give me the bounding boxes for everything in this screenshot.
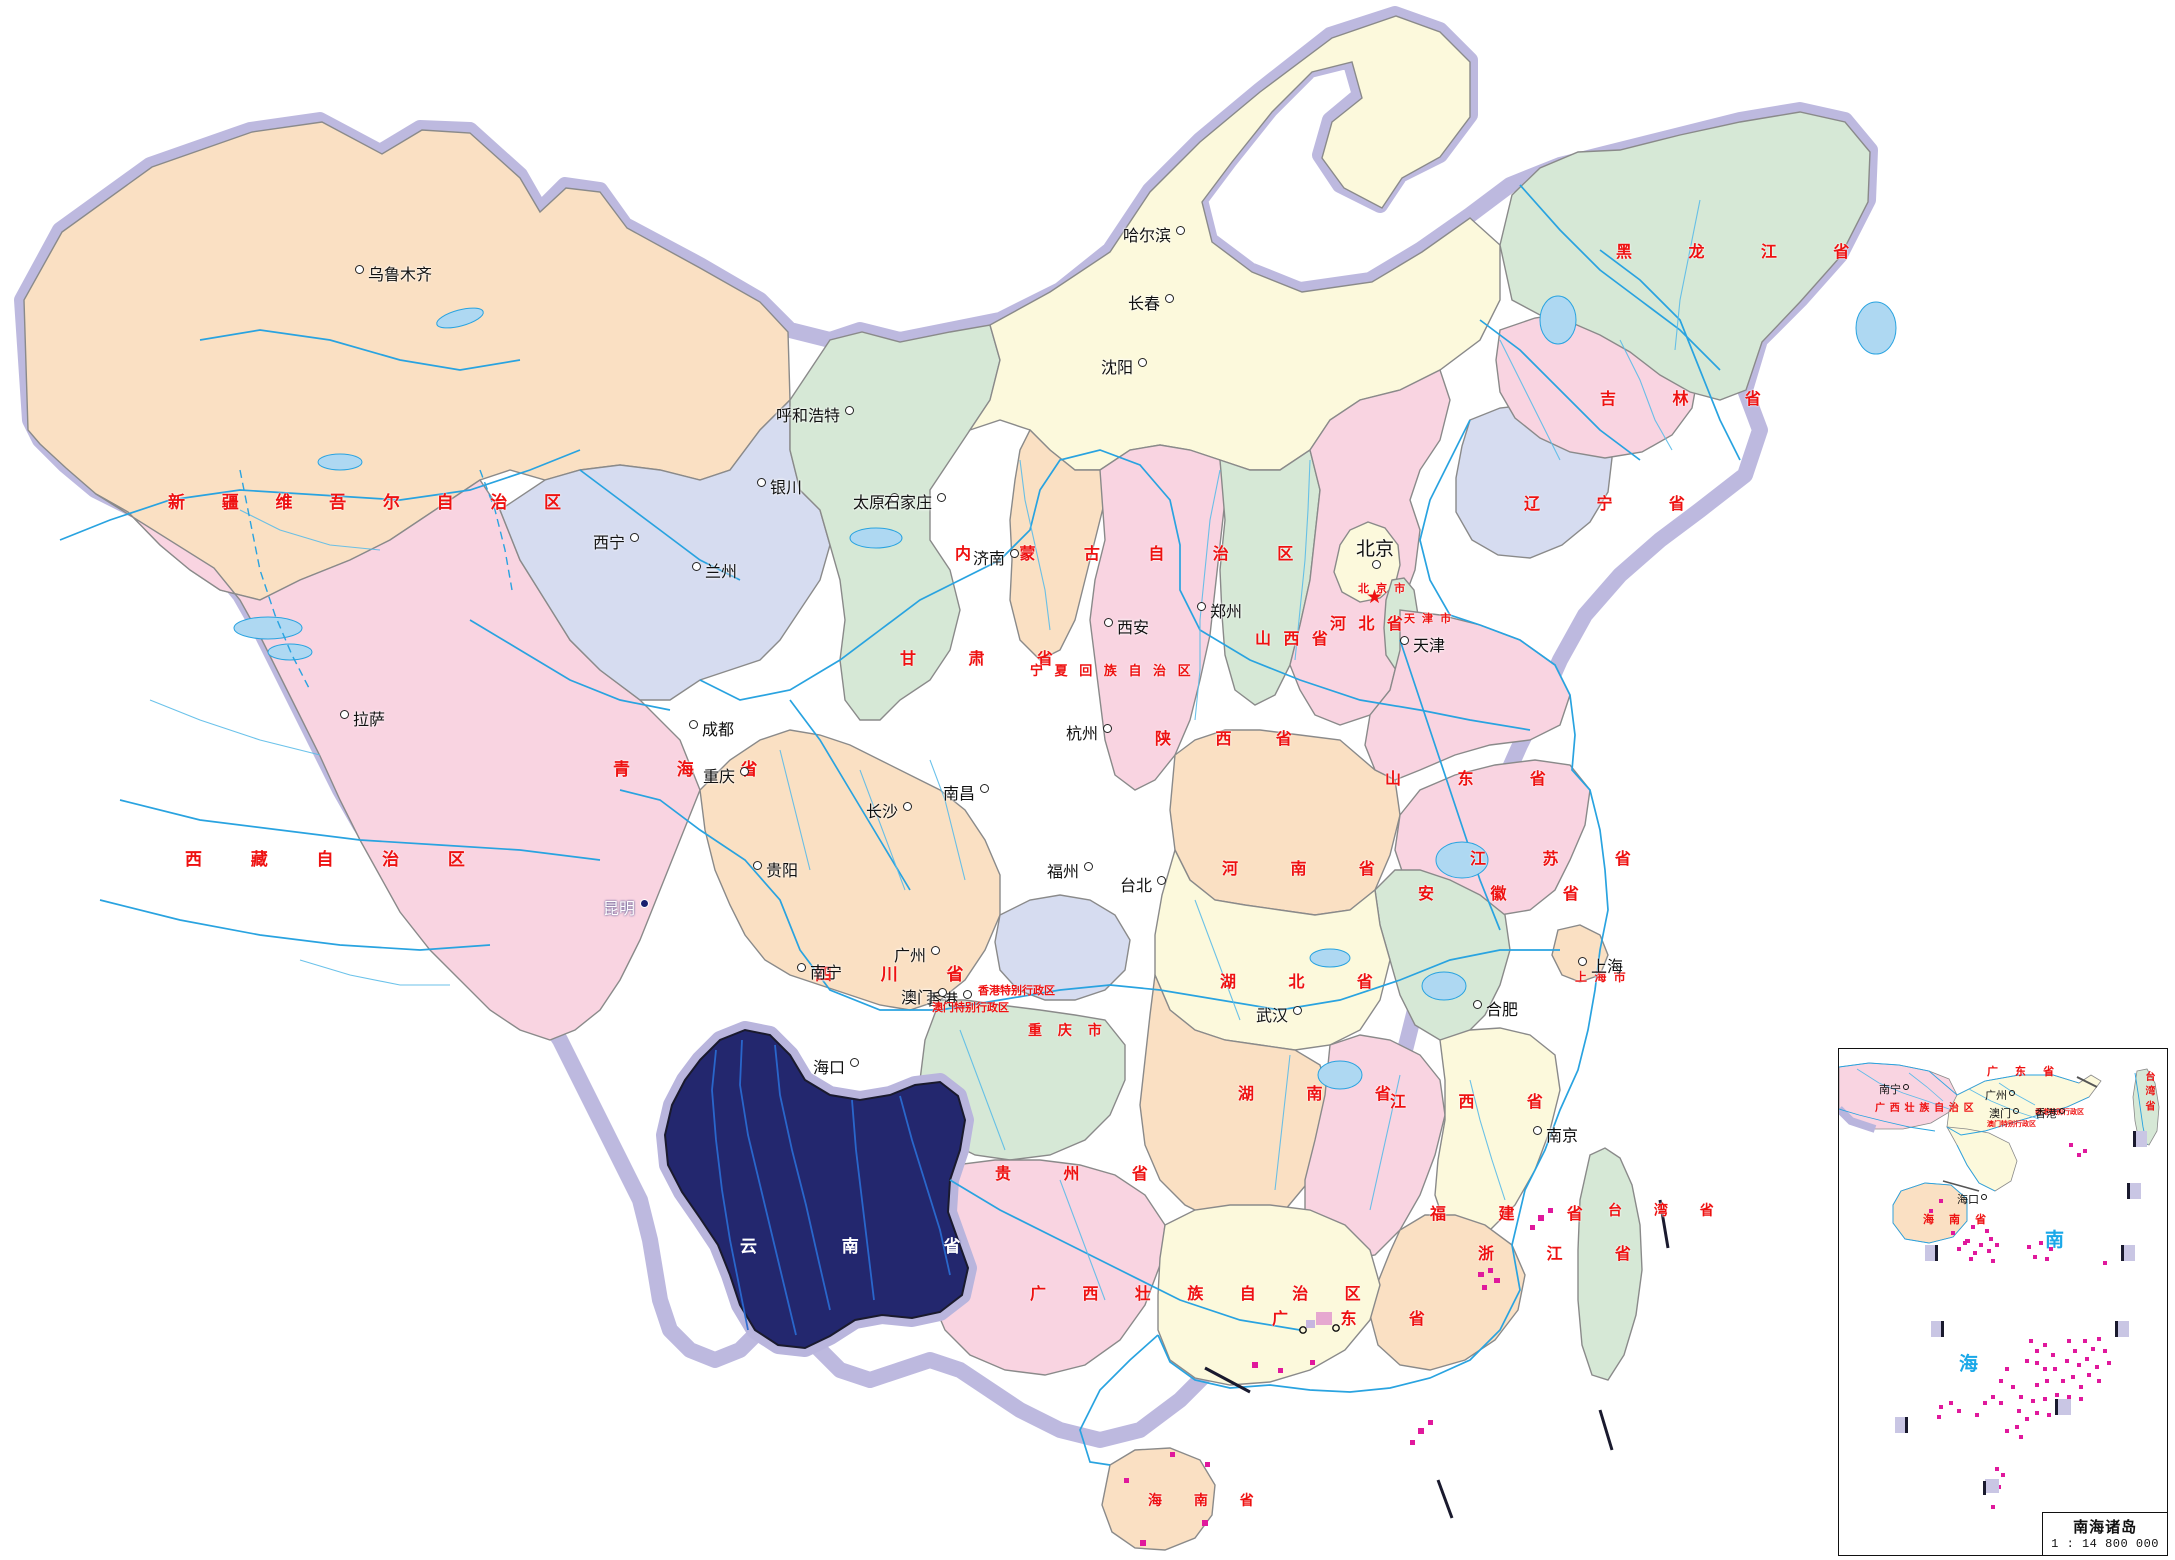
province-fujian [1369,1214,1526,1371]
city-marker-10 [1010,549,1019,558]
city-marker-19 [1084,862,1093,871]
highlight-province-yunnan [656,1021,977,1357]
province-heilongjiang [1499,111,1871,401]
inset-province-label-0: 广 东 省 [1987,1066,2062,1078]
city-marker-18 [980,784,989,793]
inset-city-marker-2 [2013,1108,2019,1114]
city-marker-30 [1157,876,1166,885]
city-marker-28 [963,990,972,999]
south-sea-islets-main [1124,1208,1553,1546]
city-marker-31 [1138,358,1147,367]
city-marker-11 [1197,602,1206,611]
city-marker-2 [630,533,639,542]
province-anhui [1374,869,1511,1041]
sar-label-0: 香港特别行政区 [978,985,1055,997]
inset-city-marker-0 [1903,1084,1909,1090]
internal-boundaries [239,469,513,691]
boundary-ticks [1204,1199,1670,1519]
province-shaanxi [1089,444,1226,791]
city-marker-23 [689,720,698,729]
city-marker-5 [845,406,854,415]
inset-province-label-5: 澳门特别行政区 [1987,1121,2036,1128]
inset-city-label-0: 南宁 [1879,1084,1901,1096]
inset-city-label-3: 香港 [2035,1108,2057,1120]
inset-city-marker-4 [1981,1194,1987,1200]
inset-city-marker-1 [2009,1090,2015,1096]
inset-map-svg [1839,1062,2160,1509]
province-zhejiang [1434,1027,1561,1241]
province-sichuan [699,729,1001,1011]
inset-province-label-3: 海 南 省 [1923,1214,1993,1226]
city-marker-0 [355,265,364,274]
city-marker-4 [757,478,766,487]
city-marker-26 [850,1058,859,1067]
city-marker-20 [903,802,912,811]
city-marker-24 [740,767,749,776]
city-marker-25 [797,963,806,972]
city-marker-7 [937,493,946,502]
province-ningxia [1009,428,1106,661]
province-tibet [95,479,701,1041]
capital-star-icon: ★ [1366,587,1384,608]
province-hainan [1101,1447,1216,1551]
city-marker-1 [340,710,349,719]
city-marker-9 [1400,636,1409,645]
inset-city-label-1: 广州 [1985,1090,2007,1102]
city-marker-21 [753,861,762,870]
city-marker-27 [931,946,940,955]
province-henan [1169,729,1401,916]
city-marker-22 [640,899,649,908]
sar-markers [1299,1312,1340,1334]
inset-city-label-2: 澳门 [1989,1108,2011,1120]
province-qinghai [499,398,831,701]
province-taiwan [1577,1147,1643,1381]
city-marker-3 [692,562,701,571]
city-marker-17 [1103,724,1112,733]
city-marker-16 [1578,957,1587,966]
city-marker-32 [1165,294,1174,303]
inset-city-label-4: 海口 [1957,1194,1979,1206]
city-marker-13 [1293,1006,1302,1015]
city-marker-12 [1104,618,1113,627]
rivers-layer [59,184,1741,1331]
province-hunan [1139,972,1331,1226]
province-guangdong [1157,1204,1381,1386]
municipality-beijing [1333,521,1401,603]
minor-rivers [149,199,1701,1301]
sar-label-1: 澳门特别行政区 [932,1002,1009,1014]
province-gansu [789,324,1001,721]
city-marker-15 [1533,1126,1542,1135]
inset-title: 南海诸岛 [2073,1520,2138,1536]
inset-scale-text: 1 : 14 800 000 [2051,1537,2159,1551]
inset-scale-box: 南海诸岛 1 : 14 800 000 [2042,1512,2167,1555]
city-marker-14 [1473,1000,1482,1009]
city-marker-33 [1176,226,1185,235]
city-marker-29 [938,988,947,997]
coastline [1079,419,1609,1466]
inset-sea-label-0: 南 [2045,1230,2065,1251]
inset-province-label-2: 台 湾 省 [2143,1071,2154,1112]
city-marker-6 [890,493,899,502]
city-marker-8 [1372,560,1381,569]
province-polygons [23,15,1871,1551]
inset-sea-label-1: 海 [1959,1354,1979,1375]
municipality-chongqing [994,894,1131,1001]
inset-province-label-1: 广 西 壮 族 自 治 区 [1875,1103,1975,1114]
municipality-shanghai [1551,924,1609,983]
inset-city-marker-3 [2059,1108,2065,1114]
lakes-layer [233,295,1897,1090]
inset-map-south-china-sea: 广 东 省广 西 壮 族 自 治 区台 湾 省海 南 省香港特别行政区 澳门特别行… [1838,1048,2168,1556]
